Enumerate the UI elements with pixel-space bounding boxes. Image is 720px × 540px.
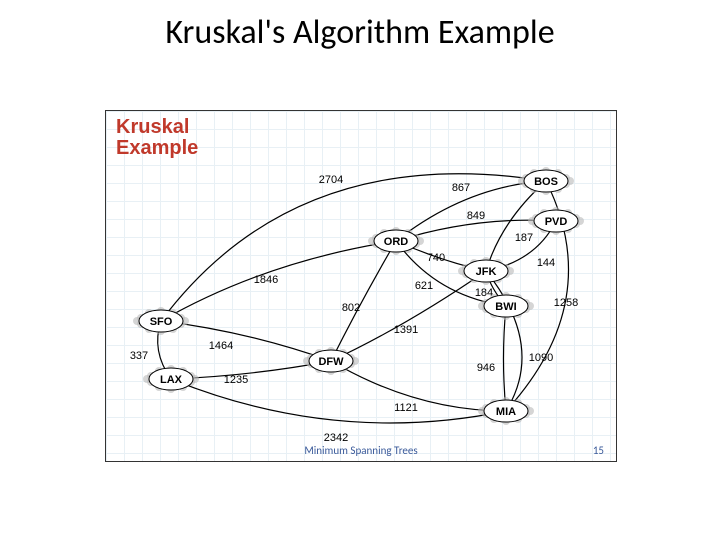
edge-BWI-MIA (504, 306, 507, 411)
edge-weight-ORD-BWI: 621 (415, 280, 433, 292)
node-label-LAX: LAX (160, 374, 183, 386)
edge-weight-ORD-JFK: 740 (427, 252, 445, 264)
edge-weight-PVD-JFK: 144 (537, 257, 555, 269)
node-label-JFK: JFK (476, 266, 497, 278)
edge-weight-BOS-MIA: 1258 (554, 297, 578, 309)
edge-weight-SFO-ORD: 1846 (254, 274, 278, 286)
node-label-BOS: BOS (534, 176, 558, 188)
edge-SFO-DFW (161, 321, 331, 361)
edge-weight-DFW-JFK: 1391 (394, 324, 418, 336)
edge-weight-DFW-MIA: 1121 (394, 402, 418, 414)
edge-weight-SFO-DFW: 1464 (209, 340, 233, 352)
node-label-MIA: MIA (496, 406, 516, 418)
figure-page-number: 15 (593, 444, 604, 457)
edge-weight-BWI-MIA: 946 (477, 362, 495, 374)
edge-LAX-MIA (171, 379, 506, 423)
graph-svg: 2704 1846 1464 337 1235 2342 802 1391 1121 867 849… (106, 111, 616, 461)
node-label-PVD: PVD (545, 216, 568, 228)
figure-caption: Minimum Spanning Trees (106, 444, 616, 457)
edge-weight-ORD-BOS: 867 (452, 182, 470, 194)
node-label-DFW: DFW (318, 356, 344, 368)
graph-figure: Kruskal Example 270418461464337123523428… (105, 110, 617, 462)
node-label-ORD: ORD (384, 236, 409, 248)
edge-SFO-ORD (161, 241, 396, 321)
edge-weight-BOS-JFK: 187 (515, 232, 533, 244)
edge-weight-SFO-BOS: 2704 (319, 174, 343, 186)
edge-weight-LAX-MIA: 2342 (324, 432, 348, 444)
edge-DFW-ORD (331, 241, 396, 361)
node-label-SFO: SFO (150, 316, 173, 328)
node-label-BWI: BWI (495, 301, 516, 313)
edge-weight-ORD-PVD: 849 (467, 210, 485, 222)
edge-weight-JFK-MIA: 1090 (529, 352, 553, 364)
slide-title: Kruskal's Algorithm Example (0, 12, 720, 53)
edge-weight-SFO-LAX: 337 (130, 350, 148, 362)
slide: Kruskal's Algorithm Example Kruskal Exam… (0, 0, 720, 540)
edge-weight-LAX-DFW: 1235 (224, 374, 248, 386)
edge-weight-DFW-ORD: 802 (342, 302, 360, 314)
